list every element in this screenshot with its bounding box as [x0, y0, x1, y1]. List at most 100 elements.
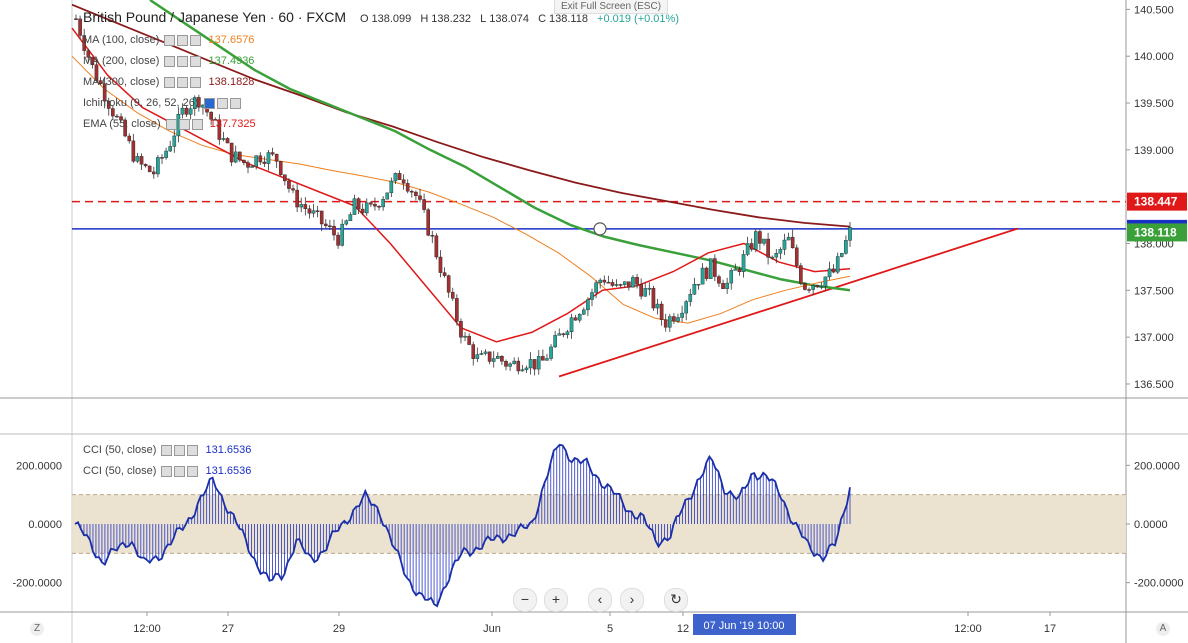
close-icon[interactable]: [190, 34, 202, 46]
candle-body: [131, 140, 136, 162]
candle-body: [639, 284, 643, 297]
candle-body: [627, 281, 631, 288]
eye-icon[interactable]: [165, 118, 177, 130]
candle-body: [238, 151, 242, 161]
close-icon[interactable]: [187, 444, 199, 456]
candle-body: [672, 316, 676, 322]
cci-legend-2[interactable]: CCI (50, close) 131.6536: [83, 465, 251, 477]
gear-icon[interactable]: [177, 55, 189, 67]
candle-body: [573, 317, 578, 321]
candle-body: [827, 268, 832, 278]
candle-body: [754, 231, 758, 250]
candle-body: [491, 358, 496, 362]
reset-chart-button[interactable]: ↻: [664, 588, 688, 612]
price-tick-label: 140.500: [1134, 4, 1174, 16]
trend-line[interactable]: [558, 227, 1019, 378]
time-tick-label: 12: [677, 623, 689, 635]
scroll-right-button[interactable]: ›: [620, 588, 644, 612]
candle-body: [680, 312, 684, 318]
close-icon[interactable]: [190, 76, 202, 88]
candle-body: [258, 155, 263, 163]
candle-body: [835, 256, 840, 273]
candle-body: [471, 344, 476, 359]
price-tick-label: 136.500: [1134, 379, 1174, 391]
indicator-label: MA (100, close): [83, 34, 160, 46]
indicator-value: 137.6576: [208, 34, 255, 46]
candle-body: [459, 321, 463, 338]
zoom-out-button[interactable]: −: [513, 588, 537, 612]
close-icon[interactable]: [190, 55, 202, 67]
close-icon[interactable]: [229, 97, 241, 109]
exit-fullscreen-button[interactable]: Exit Full Screen (ESC): [554, 0, 669, 14]
indicator-label: CCI (50, close): [83, 465, 157, 477]
indicator-legend-ema55[interactable]: EMA (55, close) 137.7325: [83, 118, 256, 130]
eye-icon[interactable]: [164, 34, 176, 46]
eye-icon[interactable]: [164, 55, 176, 67]
symbol-title[interactable]: British Pound / Japanese Yen · 60 · FXCM: [83, 9, 347, 25]
gear-icon[interactable]: [177, 76, 189, 88]
candle-body: [536, 356, 541, 370]
indicator-value: 137.7325: [209, 118, 256, 130]
ma300-line: [71, 3, 851, 228]
candle-body: [164, 150, 168, 158]
candle-body: [745, 243, 750, 255]
indicator-label: Ichimoku (9, 26, 52, 26): [83, 97, 199, 109]
candle-body: [631, 277, 635, 288]
indicator-label: CCI (50, close): [83, 444, 157, 456]
candle-body: [262, 161, 267, 164]
eye-icon[interactable]: [161, 465, 173, 477]
zoom-in-button[interactable]: +: [544, 588, 568, 612]
candle-body: [790, 236, 795, 249]
candle-body: [328, 225, 332, 227]
candle-body: [721, 283, 725, 289]
candle-body: [360, 208, 365, 214]
candle-body: [803, 283, 807, 290]
candle-body: [221, 138, 226, 140]
indicator-legend-ma200[interactable]: MA (200, close) 137.4936: [83, 55, 254, 67]
eye-icon[interactable]: [164, 76, 176, 88]
hidden-icon[interactable]: [203, 97, 215, 109]
price-tick-label: 139.000: [1134, 145, 1174, 157]
ohlc-open: 138.099: [371, 13, 412, 25]
indicator-label: EMA (55, close): [83, 118, 161, 130]
candle-body: [426, 209, 430, 236]
candle-body: [831, 268, 836, 273]
level-anchor-handle[interactable]: [593, 222, 607, 236]
candle-body: [348, 214, 353, 221]
time-tick-label: 29: [333, 623, 345, 635]
eye-icon[interactable]: [161, 444, 173, 456]
gear-icon[interactable]: [174, 465, 186, 477]
cci-legend-1[interactable]: CCI (50, close) 131.6536: [83, 444, 251, 456]
candle-body: [143, 164, 148, 167]
gear-icon[interactable]: [177, 34, 189, 46]
candle-body: [725, 282, 729, 289]
candle-body: [553, 335, 557, 348]
candle-body: [528, 359, 533, 369]
crosshair-time-label: 07 Jun '19 10:00: [703, 620, 784, 632]
candle-body: [90, 57, 95, 66]
indicator-value: 131.6536: [205, 465, 252, 477]
auto-scale-button[interactable]: A: [1156, 622, 1170, 636]
candle-body: [782, 239, 787, 250]
indicator-legend-ichimoku[interactable]: Ichimoku (9, 26, 52, 26): [83, 97, 241, 109]
time-tick-label: 12:00: [954, 623, 982, 635]
gear-icon[interactable]: [178, 118, 190, 130]
scroll-left-button[interactable]: ‹: [588, 588, 612, 612]
candle-body: [696, 283, 701, 286]
candle-body: [762, 238, 766, 244]
indicator-legend-ma300[interactable]: MA (300, close) 138.1828: [83, 76, 254, 88]
gear-icon[interactable]: [216, 97, 228, 109]
candle-body: [299, 204, 304, 208]
candle-body: [344, 220, 349, 225]
indicator-legend-ma100[interactable]: MA (100, close) 137.6576: [83, 34, 254, 46]
candle-body: [770, 256, 774, 259]
candle-body: [704, 267, 709, 279]
timezone-corner-button[interactable]: Z: [30, 622, 44, 636]
close-icon[interactable]: [191, 118, 203, 130]
candle-body: [450, 292, 455, 299]
candle-body: [356, 198, 361, 210]
close-icon[interactable]: [187, 465, 199, 477]
gear-icon[interactable]: [174, 444, 186, 456]
